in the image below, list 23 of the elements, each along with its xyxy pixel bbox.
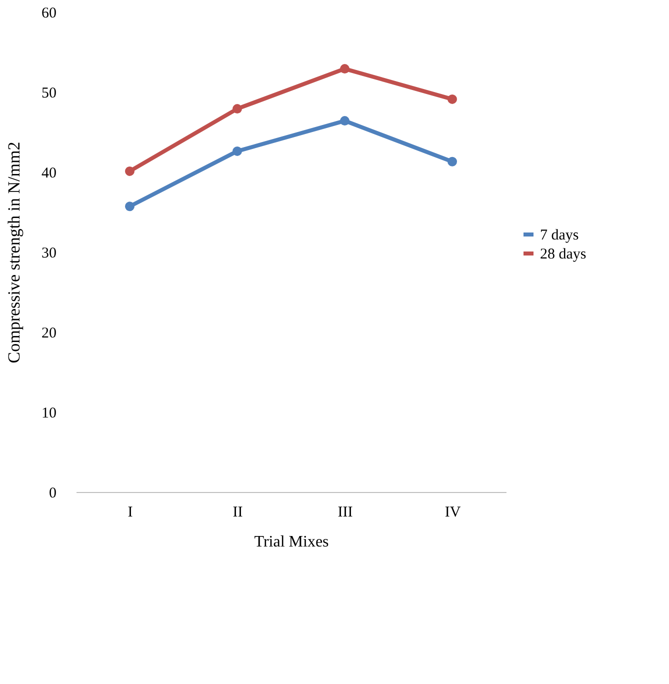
y-tick-label: 50	[42, 86, 56, 102]
y-axis-title: Compressive strength in N/mm2	[4, 142, 24, 364]
point	[340, 116, 350, 126]
y-tick-label: 0	[49, 486, 56, 502]
y-tick-label: 40	[42, 166, 56, 182]
y-tick-label: 20	[42, 326, 56, 342]
point	[340, 64, 350, 74]
point	[125, 202, 134, 212]
point	[232, 104, 242, 114]
x-tick-label: III	[338, 504, 353, 520]
x-tick-label: II	[232, 504, 243, 520]
legend-label: 7 days	[540, 228, 579, 244]
y-tick-label: 10	[42, 406, 56, 422]
x-axis-title: Trial Mixes	[254, 534, 329, 550]
point	[232, 146, 242, 156]
y-tick-label: 60	[42, 6, 56, 22]
point	[125, 166, 134, 176]
y-tick-label: 30	[42, 246, 56, 262]
legend-label: 28 days	[540, 246, 586, 262]
x-tick-label: IV	[444, 504, 461, 520]
point	[448, 156, 457, 166]
x-tick-label: I	[128, 504, 133, 520]
point	[448, 94, 457, 104]
